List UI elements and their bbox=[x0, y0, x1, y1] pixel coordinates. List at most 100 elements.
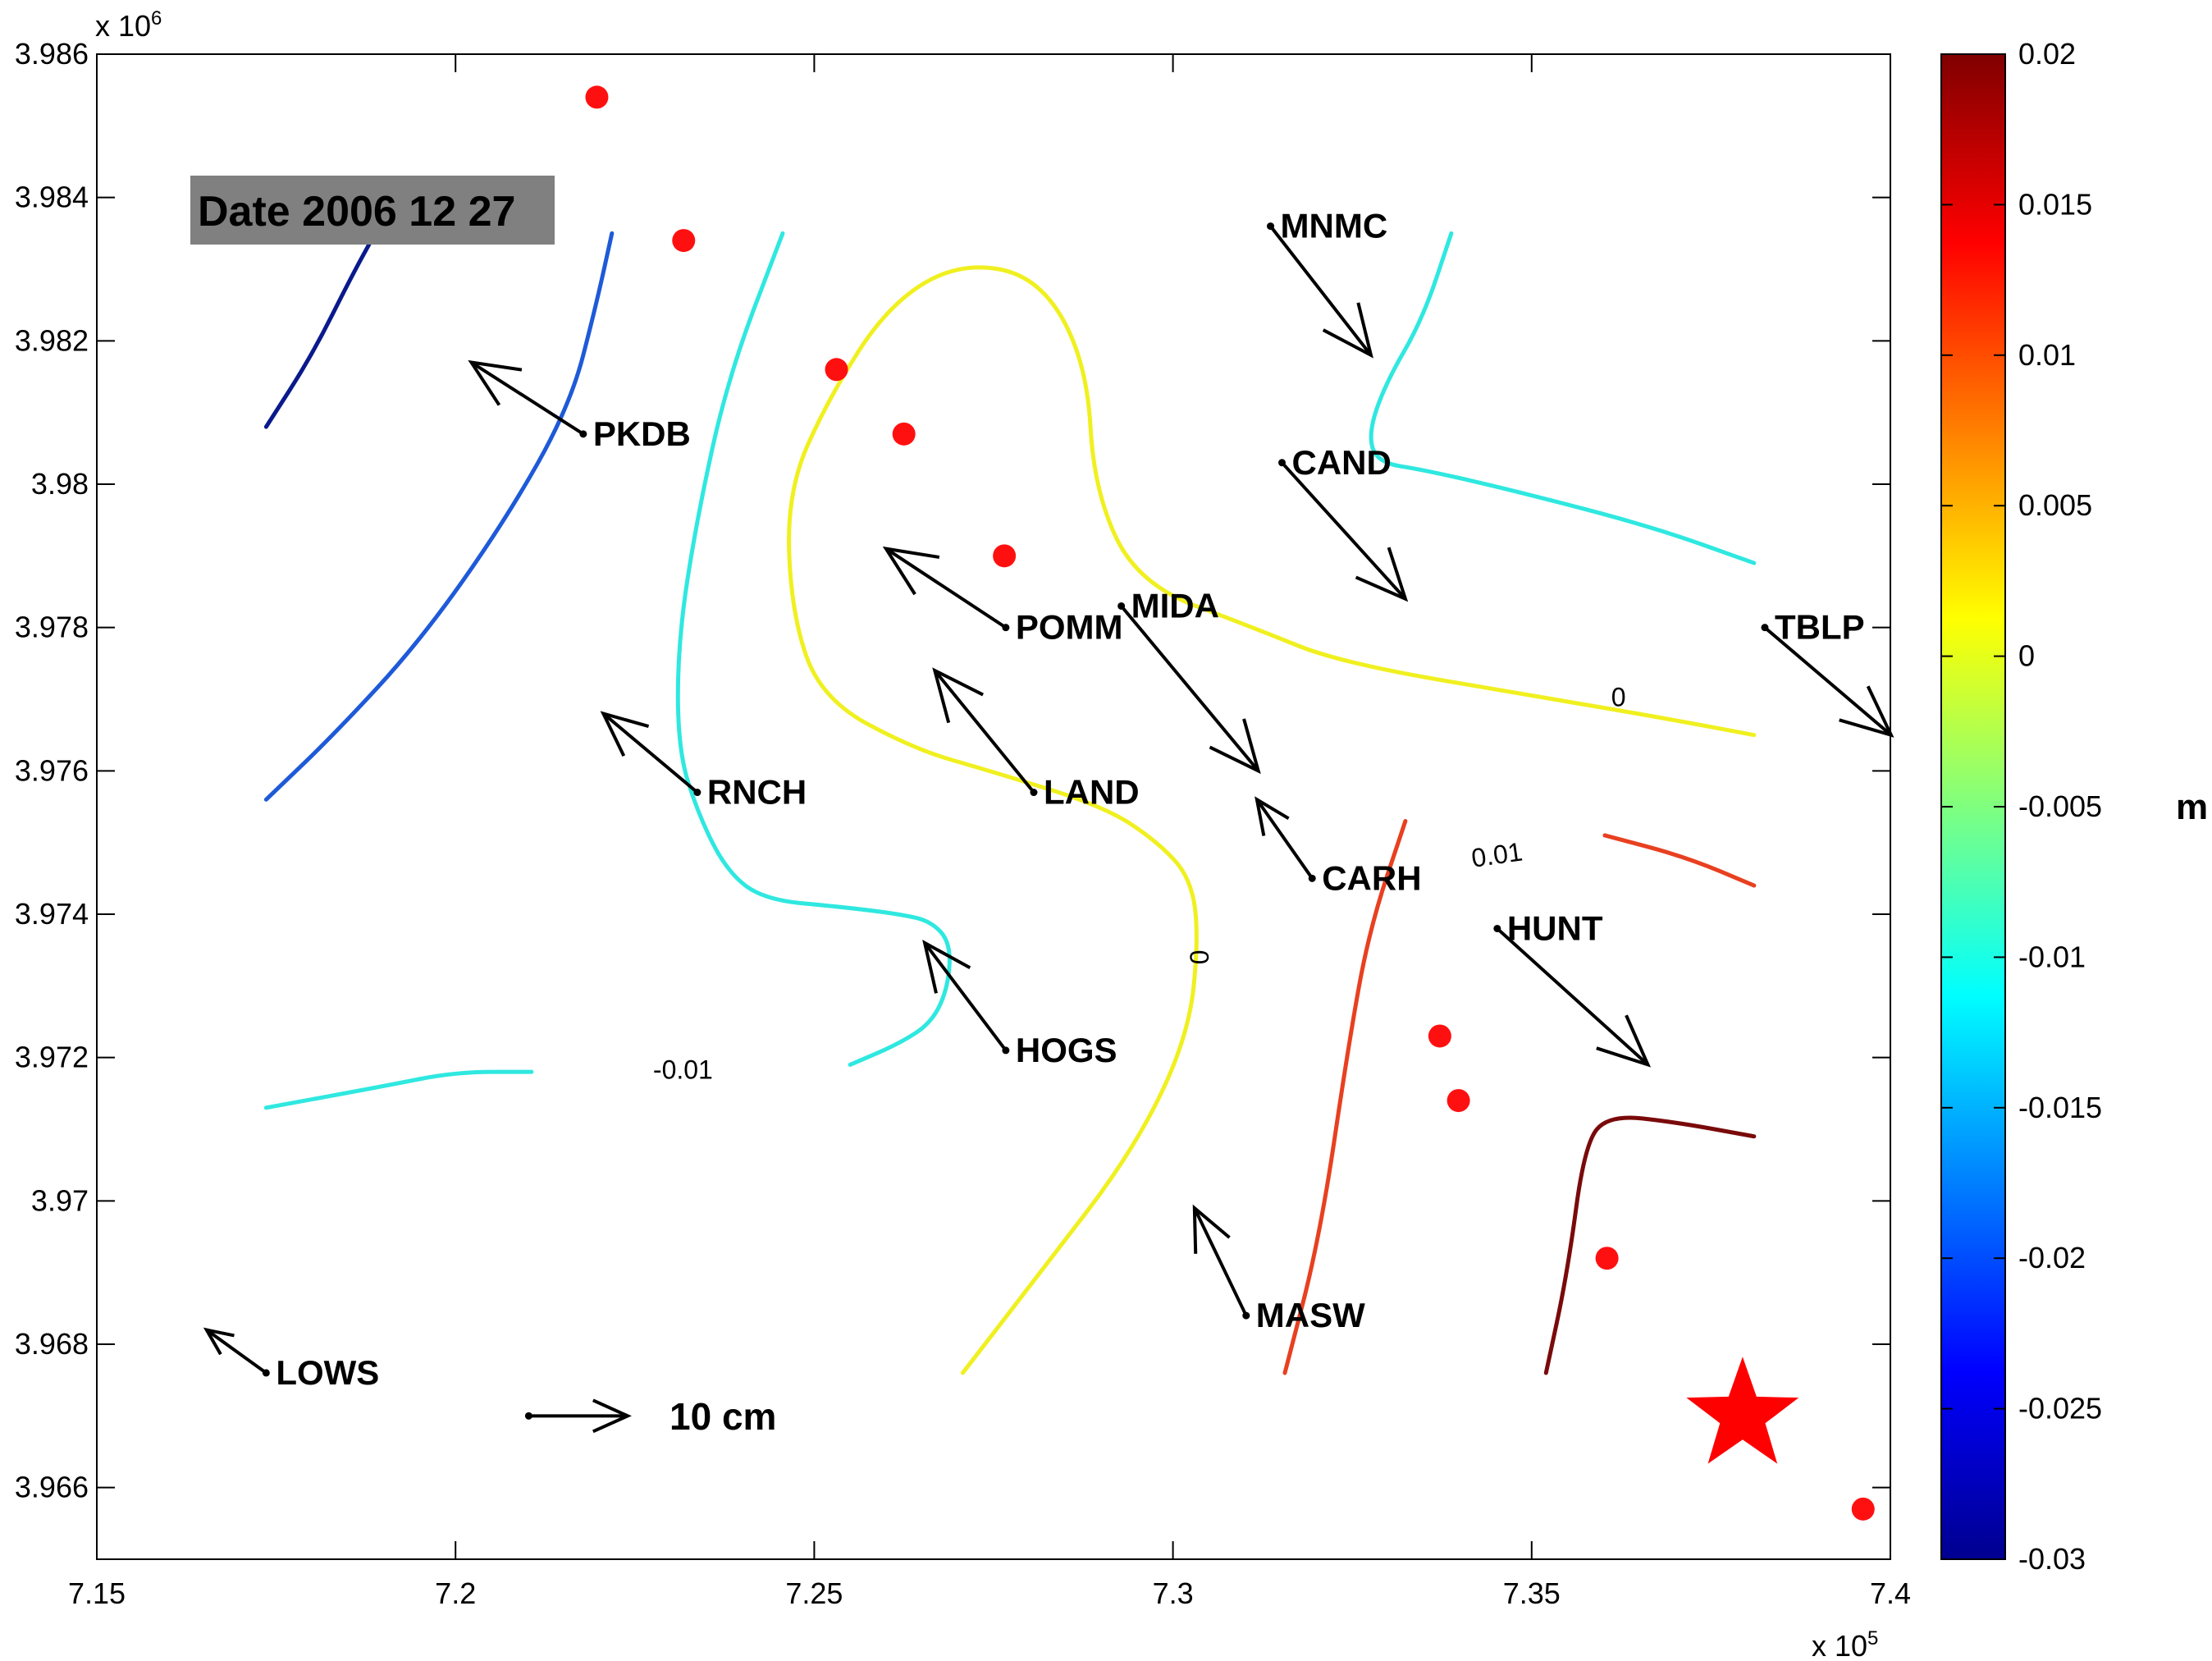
x-tick-label: 7.35 bbox=[1503, 1576, 1561, 1610]
y-tick-label: 3.966 bbox=[15, 1471, 89, 1504]
station-arrow bbox=[468, 359, 587, 438]
colorbar-tick-label: 0.005 bbox=[2018, 488, 2092, 522]
arrow-head bbox=[1192, 1204, 1231, 1254]
station-arrow bbox=[1192, 1204, 1250, 1320]
red-point bbox=[1851, 1497, 1875, 1521]
station-marker bbox=[1002, 1046, 1010, 1055]
y-tick-label: 3.974 bbox=[15, 897, 89, 931]
station-marker bbox=[262, 1369, 270, 1377]
arrow-shaft bbox=[1255, 798, 1314, 880]
x-tick-label: 7.15 bbox=[68, 1576, 126, 1610]
arrow-shaft bbox=[1120, 605, 1260, 772]
arrow-shaft bbox=[923, 941, 1008, 1052]
station-arrow bbox=[1267, 222, 1373, 359]
arrow-head bbox=[1322, 302, 1373, 359]
x-axis-exponent: x 105 bbox=[1812, 1627, 1878, 1661]
red-point bbox=[892, 422, 916, 446]
arrow-head bbox=[600, 711, 650, 757]
station-marker bbox=[1117, 602, 1126, 610]
y-tick-label: 3.984 bbox=[15, 181, 89, 214]
arrow-head bbox=[203, 1327, 235, 1356]
station-marker bbox=[1267, 222, 1275, 231]
station-arrow bbox=[1278, 459, 1409, 602]
station-marker bbox=[1002, 624, 1010, 632]
station-marker bbox=[579, 430, 587, 438]
contour-line bbox=[675, 231, 952, 1067]
station-label: PKDB bbox=[593, 414, 691, 453]
station-marker bbox=[1278, 459, 1287, 467]
date-label: Date 2006 12 27 bbox=[198, 188, 515, 236]
contour-line bbox=[1369, 231, 1757, 565]
arrow-shaft bbox=[470, 360, 584, 436]
station-label: POMM bbox=[1016, 608, 1123, 647]
colorbar-tick-label: -0.025 bbox=[2018, 1392, 2102, 1425]
y-axis-exponent: x 106 bbox=[95, 7, 162, 43]
contour-line bbox=[1282, 818, 1408, 1375]
y-tick-label: 3.968 bbox=[15, 1327, 89, 1361]
y-tick-label: 3.982 bbox=[15, 323, 89, 357]
arrow-head bbox=[922, 940, 971, 994]
arrow-head bbox=[468, 359, 523, 406]
colorbar-unit: m bbox=[2176, 787, 2208, 827]
date-box bbox=[190, 176, 555, 245]
x-tick-label: 7.25 bbox=[785, 1576, 843, 1610]
arrow-head bbox=[1596, 1014, 1652, 1068]
colorbar-tick-label: -0.005 bbox=[2018, 789, 2102, 823]
colorbar-tick-label: -0.015 bbox=[2018, 1091, 2102, 1124]
arrow-head bbox=[592, 1398, 632, 1434]
x-tick-label: 7.2 bbox=[435, 1576, 476, 1610]
station-arrow bbox=[932, 667, 1038, 797]
colorbar-tick-label: 0.015 bbox=[2018, 187, 2092, 221]
contour-label: 0.01 bbox=[1469, 836, 1524, 872]
contour-line bbox=[1543, 1115, 1757, 1375]
station-label: RNCH bbox=[707, 773, 807, 812]
arrow-shaft bbox=[884, 547, 1007, 629]
arrow-shaft bbox=[205, 1328, 267, 1375]
station-marker bbox=[1761, 624, 1769, 632]
station-arrow bbox=[882, 546, 1010, 632]
red-point bbox=[993, 544, 1017, 568]
red-point bbox=[1428, 1024, 1451, 1048]
station-label: CARH bbox=[1322, 858, 1421, 897]
arrow-shaft bbox=[1496, 927, 1649, 1066]
arrow-shaft bbox=[602, 712, 699, 794]
colorbar-tick-label: -0.02 bbox=[2018, 1241, 2086, 1274]
contour-line bbox=[263, 231, 377, 429]
red-point bbox=[672, 229, 696, 253]
red-point bbox=[1446, 1089, 1470, 1113]
arrow-shaft bbox=[1763, 626, 1893, 737]
contour-lines bbox=[263, 231, 1757, 1375]
station-label: MIDA bbox=[1131, 586, 1219, 625]
station-marker bbox=[693, 789, 702, 797]
y-tick-label: 3.98 bbox=[31, 467, 89, 501]
station-arrow bbox=[203, 1327, 270, 1377]
contour-line bbox=[1602, 833, 1757, 888]
arrow-shaft bbox=[1193, 1207, 1248, 1316]
colorbar-tick-label: -0.03 bbox=[2018, 1542, 2086, 1576]
arrow-shaft bbox=[1268, 225, 1373, 357]
station-arrow bbox=[1493, 924, 1652, 1068]
station-marker bbox=[1242, 1311, 1250, 1320]
contour-label: -0.01 bbox=[653, 1055, 713, 1085]
station-label: MNMC bbox=[1281, 207, 1388, 245]
arrow-head bbox=[932, 667, 984, 724]
station-label: MASW bbox=[1256, 1296, 1365, 1334]
station-label: LAND bbox=[1044, 773, 1140, 812]
station-arrow bbox=[600, 711, 702, 797]
contour-line bbox=[263, 231, 615, 802]
contour-line bbox=[263, 1069, 534, 1110]
contour-labels: 0 0.01 0 -0.01 bbox=[653, 682, 1626, 1084]
arrow-head bbox=[1209, 718, 1261, 775]
red-points bbox=[585, 85, 1875, 1521]
arrow-head bbox=[1255, 796, 1290, 836]
colorbar-tick-label: 0 bbox=[2018, 639, 2035, 673]
red-point bbox=[825, 358, 848, 382]
station-marker bbox=[1308, 874, 1316, 882]
station-marker bbox=[1493, 924, 1501, 932]
contour-label: 0 bbox=[1611, 682, 1626, 712]
contour-label: 0 bbox=[1185, 950, 1214, 965]
colorbar-tick-label: 0.01 bbox=[2018, 338, 2076, 372]
plot-frame bbox=[96, 53, 1891, 1560]
